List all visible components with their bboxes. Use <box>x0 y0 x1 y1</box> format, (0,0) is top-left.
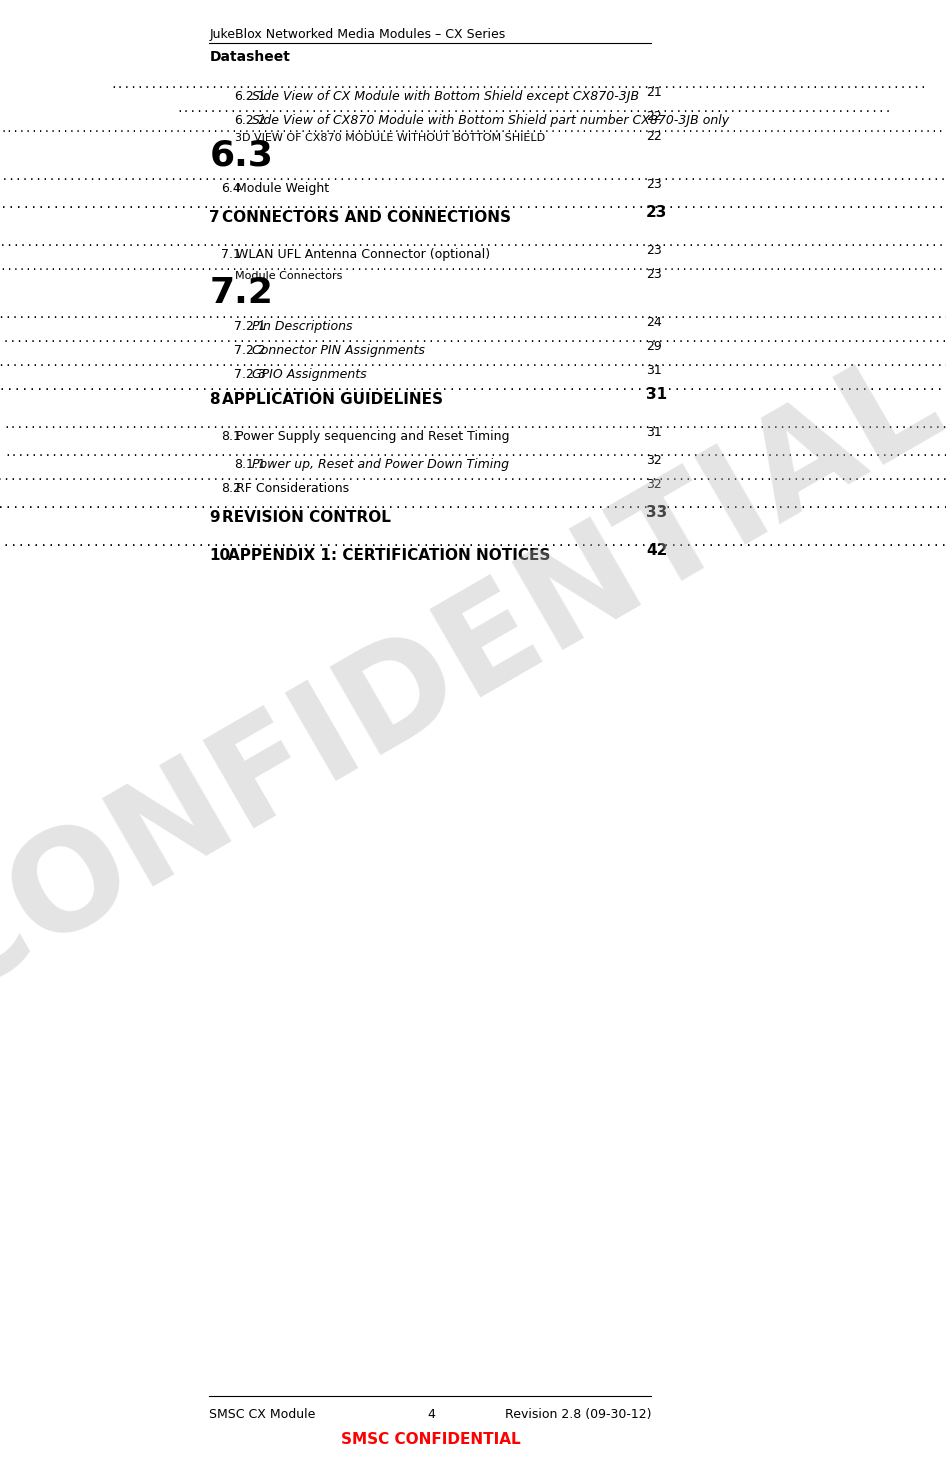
Text: ................................................................................: ........................................… <box>0 359 946 367</box>
Text: 10: 10 <box>209 548 231 563</box>
Text: ................................................................................: ........................................… <box>0 238 946 248</box>
Text: ................................................................................: ........................................… <box>0 535 946 548</box>
Text: 7.1: 7.1 <box>221 248 241 261</box>
Text: ................................................................................: ........................................… <box>0 472 946 483</box>
Text: Pin Descriptions: Pin Descriptions <box>253 319 353 332</box>
Text: GPIO Assignments: GPIO Assignments <box>253 367 367 381</box>
Text: 23: 23 <box>646 243 661 257</box>
Text: 29: 29 <box>646 340 661 353</box>
Text: 24: 24 <box>646 316 661 330</box>
Text: 42: 42 <box>646 542 667 558</box>
Text: SMSC CONFIDENTIAL: SMSC CONFIDENTIAL <box>342 1432 520 1446</box>
Text: Connector PIN Assignments: Connector PIN Assignments <box>253 344 425 357</box>
Text: ................................................................................: ........................................… <box>0 262 946 273</box>
Text: Power up, Reset and Power Down Timing: Power up, Reset and Power Down Timing <box>253 458 509 471</box>
Text: ................................................................................: ........................................… <box>0 311 946 319</box>
Text: ................................................................................: ........................................… <box>4 448 946 458</box>
Text: 6.3: 6.3 <box>209 139 273 172</box>
Text: 6.2.1: 6.2.1 <box>235 90 266 104</box>
Text: ................................................................................: ........................................… <box>110 80 927 90</box>
Text: ................................................................................: ........................................… <box>0 334 946 344</box>
Text: ................................................................................: ........................................… <box>0 379 946 392</box>
Text: 23: 23 <box>646 178 661 191</box>
Text: 6.2.2: 6.2.2 <box>235 114 266 127</box>
Text: 32: 32 <box>646 478 661 491</box>
Text: 31: 31 <box>646 426 661 439</box>
Text: 21: 21 <box>646 86 661 99</box>
Text: 7.2.2: 7.2.2 <box>235 344 266 357</box>
Text: 7.2.1: 7.2.1 <box>235 319 266 332</box>
Text: ................................................................................: ........................................… <box>4 420 946 430</box>
Text: ................................................................................: ........................................… <box>176 104 892 114</box>
Text: Module Weight: Module Weight <box>236 182 329 195</box>
Text: 32: 32 <box>646 453 661 467</box>
Text: 8.1: 8.1 <box>221 430 241 443</box>
Text: WLAN UFL Antenna Connector (optional): WLAN UFL Antenna Connector (optional) <box>236 248 490 261</box>
Text: RF Considerations: RF Considerations <box>236 483 349 496</box>
Text: 7: 7 <box>209 210 220 225</box>
Text: Datasheet: Datasheet <box>209 50 290 64</box>
Text: CONFIDENTIAL: CONFIDENTIAL <box>0 331 946 1025</box>
Text: 8.2: 8.2 <box>221 483 241 496</box>
Text: 8.1.1: 8.1.1 <box>235 458 266 471</box>
Text: Revision 2.8 (09-30-12): Revision 2.8 (09-30-12) <box>505 1408 652 1422</box>
Text: 23: 23 <box>646 206 667 220</box>
Text: 33: 33 <box>646 504 667 521</box>
Text: 7.2: 7.2 <box>209 276 273 311</box>
Text: Side View of CX Module with Bottom Shield except CX870-3JB: Side View of CX Module with Bottom Shiel… <box>253 90 639 104</box>
Text: ................................................................................: ........................................… <box>0 197 946 210</box>
Text: 22: 22 <box>646 109 661 122</box>
Text: 4: 4 <box>427 1408 435 1422</box>
Text: Side View of CX870 Module with Bottom Shield part number CX870-3JB only: Side View of CX870 Module with Bottom Sh… <box>253 114 729 127</box>
Text: APPENDIX 1: CERTIFICATION NOTICES: APPENDIX 1: CERTIFICATION NOTICES <box>228 548 551 563</box>
Text: ................................................................................: ........................................… <box>0 172 946 182</box>
Text: REVISION CONTROL: REVISION CONTROL <box>222 510 392 525</box>
Text: 23: 23 <box>646 268 661 281</box>
Text: 31: 31 <box>646 364 661 378</box>
Text: 3D VIEW OF CX870 MODULE WITHOUT BOTTOM SHIELD: 3D VIEW OF CX870 MODULE WITHOUT BOTTOM S… <box>236 133 546 143</box>
Text: 8: 8 <box>209 392 220 407</box>
Text: Power Supply sequencing and Reset Timing: Power Supply sequencing and Reset Timing <box>236 430 510 443</box>
Text: SMSC CX Module: SMSC CX Module <box>209 1408 316 1422</box>
Text: ................................................................................: ........................................… <box>0 124 946 134</box>
Text: 7.2.3: 7.2.3 <box>235 367 266 381</box>
Text: APPLICATION GUIDELINES: APPLICATION GUIDELINES <box>222 392 444 407</box>
Text: JukeBlox Networked Media Modules – CX Series: JukeBlox Networked Media Modules – CX Se… <box>209 28 506 41</box>
Text: Module Connectors: Module Connectors <box>236 271 342 281</box>
Text: 9: 9 <box>209 510 220 525</box>
Text: 31: 31 <box>646 386 667 402</box>
Text: CONNECTORS AND CONNECTIONS: CONNECTORS AND CONNECTIONS <box>222 210 512 225</box>
Text: ................................................................................: ........................................… <box>0 497 946 510</box>
Text: 22: 22 <box>646 130 661 143</box>
Text: 6.4: 6.4 <box>221 182 241 195</box>
